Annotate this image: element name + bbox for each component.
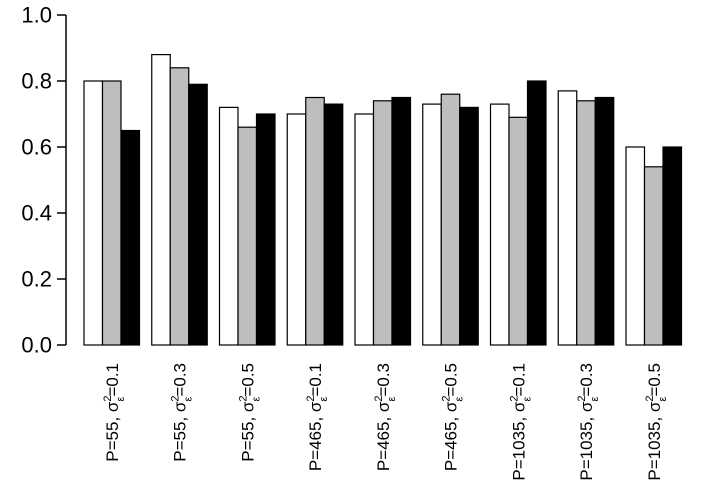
- bar-8-series-1: [557, 90, 578, 346]
- x-category-label-sup: 2: [644, 395, 656, 401]
- bar-6-series-3: [459, 106, 479, 346]
- x-category-label-sub: ε: [657, 396, 669, 401]
- x-category-label-rest: =0.1: [509, 363, 528, 397]
- bar-7-series-2: [508, 116, 529, 346]
- x-category-label-main: P=55, σ: [103, 401, 122, 462]
- x-category-label-main: P=465, σ: [374, 401, 393, 471]
- bar-4-series-2: [305, 96, 325, 346]
- x-category-label-main: P=1035, σ: [577, 401, 596, 481]
- x-category-label: P=1035, σ2ε=0.1: [508, 363, 533, 481]
- y-tick-label: 1.0: [21, 3, 52, 28]
- x-category-label-sup: 2: [576, 395, 588, 401]
- bar-2-series-2: [169, 67, 190, 346]
- x-category-label: P=465, σ2ε=0.1: [305, 363, 330, 471]
- y-axis: 0.0 0.2 0.4 0.6 0.8 1.0: [21, 3, 67, 358]
- bar-7-series-3: [526, 80, 547, 346]
- y-tick-label: 0.0: [21, 333, 52, 358]
- x-category-label-sub: ε: [589, 396, 601, 401]
- x-category-label-sup: 2: [237, 395, 249, 401]
- x-category-label: P=55, σ2ε=0.3: [170, 363, 195, 462]
- bar-9-series-3: [662, 146, 683, 346]
- y-tick-label: 0.8: [21, 69, 52, 94]
- x-category-label-rest: =0.3: [171, 363, 190, 397]
- x-category-label-rest: =0.3: [374, 363, 393, 397]
- x-category-label-sup: 2: [170, 395, 182, 401]
- x-category-label-main: P=465, σ: [442, 401, 461, 471]
- y-tick-label: 0.2: [21, 267, 52, 292]
- x-category-label-sub: ε: [386, 396, 398, 401]
- bar-3-series-2: [237, 126, 258, 346]
- x-category-label-sub: ε: [183, 396, 195, 401]
- bar-3-series-1: [218, 106, 239, 346]
- x-category-label-main: P=55, σ: [238, 401, 257, 462]
- bar-2-series-3: [188, 83, 208, 346]
- y-tick-label: 0.6: [21, 135, 52, 160]
- x-axis-labels: P=55, σ2ε=0.1P=55, σ2ε=0.3P=55, σ2ε=0.5P…: [102, 363, 669, 481]
- x-category-label-main: P=1035, σ: [509, 401, 528, 481]
- bar-1-series-3: [120, 129, 141, 346]
- bar-1-series-2: [101, 80, 122, 346]
- x-category-label-sub: ε: [250, 396, 262, 401]
- x-category-label-sup: 2: [305, 395, 317, 401]
- x-category-label-rest: =0.1: [306, 363, 325, 397]
- bar-8-series-3: [594, 96, 615, 346]
- x-category-label-sup: 2: [102, 395, 114, 401]
- bar-9-series-1: [625, 146, 646, 346]
- x-category-label-sup: 2: [441, 395, 453, 401]
- bar-1-series-1: [83, 80, 104, 346]
- bar-6-series-2: [440, 93, 461, 346]
- bar-6-series-1: [422, 103, 442, 346]
- x-category-label-rest: =0.5: [238, 363, 257, 397]
- x-category-label: P=55, σ2ε=0.5: [237, 363, 262, 462]
- bar-2-series-1: [151, 53, 171, 346]
- x-category-label-main: P=1035, σ: [645, 401, 664, 481]
- x-category-label: P=1035, σ2ε=0.5: [644, 363, 669, 481]
- x-category-label-sup: 2: [508, 395, 520, 401]
- bar-8-series-2: [576, 100, 596, 346]
- x-category-label-sub: ε: [521, 396, 533, 401]
- x-category-label-rest: =0.5: [442, 363, 461, 397]
- x-category-label-sup: 2: [373, 395, 385, 401]
- bar-3-series-3: [255, 113, 276, 346]
- x-category-label-rest: =0.5: [645, 363, 664, 397]
- bar-5-series-1: [354, 113, 375, 346]
- bar-5-series-3: [391, 96, 412, 346]
- bar-4-series-1: [286, 113, 307, 346]
- x-category-label-rest: =0.1: [103, 363, 122, 397]
- x-category-label-main: P=55, σ: [171, 401, 190, 462]
- x-category-label-rest: =0.3: [577, 363, 596, 397]
- x-category-label: P=55, σ2ε=0.1: [102, 363, 127, 462]
- bar-9-series-2: [643, 166, 664, 346]
- y-tick-label: 0.4: [21, 201, 52, 226]
- bar-5-series-2: [372, 100, 393, 346]
- bars: [83, 53, 683, 346]
- x-category-label: P=1035, σ2ε=0.3: [576, 363, 601, 481]
- x-category-label: P=465, σ2ε=0.3: [373, 363, 398, 471]
- x-category-label-sub: ε: [318, 396, 330, 401]
- x-category-label-main: P=465, σ: [306, 401, 325, 471]
- bar-4-series-3: [323, 103, 344, 346]
- x-category-label: P=465, σ2ε=0.5: [441, 363, 466, 471]
- bar-7-series-1: [489, 103, 510, 346]
- x-category-label-sub: ε: [115, 396, 127, 401]
- x-category-label-sub: ε: [454, 396, 466, 401]
